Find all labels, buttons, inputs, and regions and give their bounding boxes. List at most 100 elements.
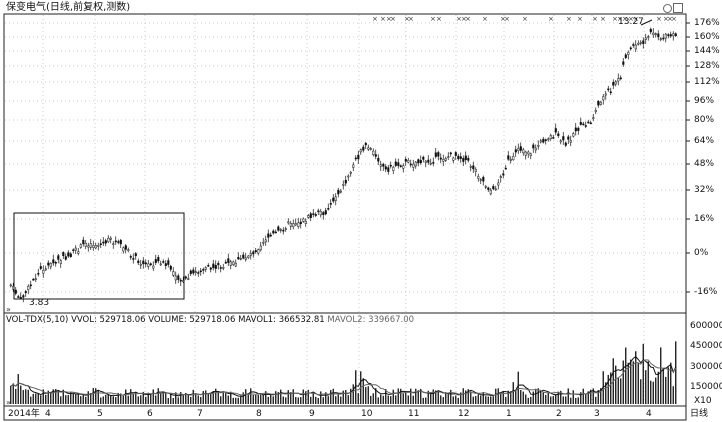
candle-body [9,284,12,287]
candle-body [32,278,35,281]
pct-tick-label: 144% [694,46,720,56]
signal-marker: × [380,15,386,23]
pct-tick-label: 112% [694,77,720,87]
candle-body [287,221,290,224]
mavol2-line [10,359,677,396]
candle-body [464,155,467,161]
signal-marker: × [566,15,572,23]
candle-body [397,162,400,166]
candle-body [322,212,325,215]
candle-body [92,245,95,248]
month-label: 7 [197,409,203,419]
candle-body [349,171,352,174]
candle-body [62,252,65,256]
candle-body [329,203,332,205]
candle-body [417,159,420,164]
candle-body [102,241,105,244]
candle-body [579,122,582,125]
candle-body [352,164,355,168]
candle-body [512,156,515,161]
candle-body [367,147,370,150]
candle-body [77,251,80,254]
candle-body [404,158,407,162]
candle-body [74,247,77,251]
consolidation-box [13,212,185,300]
candle-body [392,166,395,171]
candle-body [632,44,635,46]
candle-body [414,161,417,167]
top-markers: × × ×× ×× × × × ×× × ×× × × × × × × × × × × × × ××× [372,15,677,23]
time-axis-frame [3,405,687,421]
candle-body [674,33,677,36]
candle-body [407,160,410,163]
signal-marker: × [600,15,606,23]
candle-body [247,255,250,258]
candle-body [152,265,155,269]
candle-body [97,245,100,247]
candle-body [354,157,357,160]
candle-body [67,252,70,257]
candle-body [207,264,210,267]
candle-body [259,245,262,251]
maximize-square-icon[interactable] [673,3,683,13]
candle-body [339,190,342,193]
minimize-circle-icon[interactable] [663,4,672,13]
candle-body [144,262,147,265]
signal-marker: × [622,15,628,23]
signal-marker: × [404,15,410,23]
candle-body [217,263,220,266]
candle-body [604,93,607,96]
candle-body [129,256,132,258]
candle-body [567,136,570,140]
candle-body [282,229,285,232]
signal-marker: × [456,15,462,23]
period-button[interactable]: 日线 [690,409,709,419]
volume-unit: X10 [694,396,712,406]
candle-body [44,268,47,271]
signal-marker: × [612,15,618,23]
candle-body [509,158,512,161]
candle-body [457,155,460,160]
candle-body [237,257,240,260]
candle-body [142,260,145,265]
candle-body [57,255,60,260]
indicator-name[interactable]: VOL-TDX(5,10) [6,315,69,325]
candle-body [387,167,390,172]
candle-body [107,237,110,243]
candle-body [502,173,505,176]
candle-body [204,267,207,270]
candle-body [582,123,585,126]
pct-tick-label: 64% [694,136,715,146]
candle-body [277,226,280,231]
candle-body [434,152,437,157]
candle-body [222,267,225,269]
candle-body [594,109,597,113]
candle-body [284,228,287,230]
candle-body [224,261,227,264]
candle-body [369,148,372,150]
candle-body [292,223,295,228]
candle-body [114,240,117,243]
high-arrow [640,19,653,26]
candle-body [514,149,517,153]
candle-body [49,263,52,268]
candle-body [27,285,30,290]
candle-body [359,149,362,153]
candle-body [484,185,487,188]
candle-body [117,241,120,243]
month-label: 11 [408,409,420,419]
candle-body [179,279,182,282]
candle-body [647,36,650,38]
candle-body [269,234,272,237]
candle-body [589,122,592,125]
candle-body [664,33,667,39]
candle-body [469,166,472,168]
candle-body [124,245,127,250]
candle-body [402,165,405,169]
signal-marker: × [465,15,471,23]
candle-body [492,186,495,190]
candle-body [109,237,112,240]
candle-body [639,41,642,44]
candle-body [262,241,265,244]
